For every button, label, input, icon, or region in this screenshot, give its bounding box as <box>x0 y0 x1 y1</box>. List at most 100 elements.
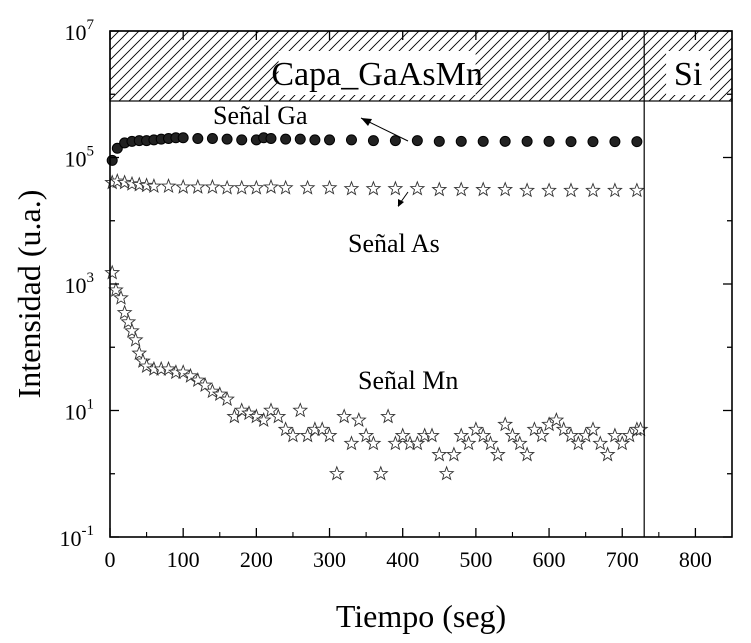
data-point <box>292 402 309 418</box>
data-point <box>236 134 248 146</box>
data-point <box>343 180 360 196</box>
data-point <box>321 179 338 195</box>
annotation-ga: Señal Ga <box>213 101 308 130</box>
data-point <box>467 421 484 437</box>
data-point <box>565 136 577 148</box>
y-tick-exponent: 7 <box>87 17 95 33</box>
data-point <box>263 178 279 194</box>
data-point <box>394 427 411 443</box>
x-tick-label: 800 <box>679 547 712 572</box>
data-point <box>411 135 423 147</box>
x-tick-label: 300 <box>313 547 346 572</box>
data-point <box>120 313 137 329</box>
data-point <box>192 132 204 144</box>
data-point <box>570 435 587 451</box>
data-point <box>127 331 144 347</box>
data-point <box>314 421 331 437</box>
data-point <box>446 446 462 462</box>
data-point <box>433 135 445 147</box>
data-point <box>309 134 321 146</box>
data-point <box>211 386 228 402</box>
data-point <box>526 421 543 437</box>
data-point <box>424 427 440 443</box>
data-point <box>204 383 221 399</box>
x-tick-label: 500 <box>459 547 492 572</box>
data-point <box>367 135 379 147</box>
data-point <box>138 358 155 374</box>
data-point <box>255 412 272 428</box>
x-tick-label: 400 <box>386 547 419 572</box>
data-point <box>197 377 214 393</box>
x-tick-label: 0 <box>105 547 116 572</box>
data-point <box>233 402 250 418</box>
data-point <box>599 446 616 462</box>
annotation-mn: Señal Mn <box>358 366 458 395</box>
data-point <box>519 446 536 462</box>
data-point <box>104 264 121 280</box>
data-point <box>365 435 382 451</box>
y-tick-base: 10 <box>65 400 87 425</box>
data-marks <box>104 132 649 481</box>
y-axis-title: Intensidad (u.a.) <box>11 190 47 399</box>
data-point <box>109 172 126 189</box>
y-tick-label: 10-1 <box>60 523 95 551</box>
labels: Capa_GaAsMn Si 0 100 200 300 400 500 600 700 800 10… <box>11 17 712 634</box>
series-1 <box>104 172 645 198</box>
data-point <box>277 421 294 437</box>
y-tick-base: 10 <box>65 273 87 298</box>
data-point <box>107 281 124 297</box>
data-point <box>372 465 389 481</box>
data-point <box>497 416 514 432</box>
data-point <box>389 135 401 147</box>
data-point <box>206 132 218 144</box>
data-point <box>431 181 448 197</box>
data-point <box>189 372 206 388</box>
data-point <box>563 182 579 198</box>
data-point <box>241 405 257 421</box>
y-tick-label: 107 <box>65 17 95 45</box>
data-point <box>489 446 506 462</box>
region-label-0: Capa_GaAsMn <box>271 56 483 93</box>
data-point <box>248 179 265 195</box>
data-point <box>431 446 448 462</box>
data-point <box>455 135 467 147</box>
data-point <box>519 182 536 198</box>
data-point <box>387 435 404 451</box>
data-point <box>145 177 162 194</box>
data-point <box>285 427 301 443</box>
data-point <box>477 135 489 147</box>
data-point <box>321 427 338 443</box>
data-point <box>175 178 192 194</box>
data-point <box>497 181 514 197</box>
series-0 <box>106 132 643 166</box>
y-tick-label: 101 <box>65 397 95 425</box>
data-point <box>265 132 277 144</box>
data-point <box>350 412 367 428</box>
data-point <box>632 421 649 437</box>
data-point <box>409 180 426 196</box>
data-point <box>328 465 345 481</box>
data-point <box>294 133 306 145</box>
data-point <box>607 427 623 443</box>
data-point <box>233 179 250 195</box>
data-point <box>587 136 599 148</box>
data-point <box>131 345 148 361</box>
data-point <box>124 175 140 191</box>
data-point <box>543 135 555 147</box>
data-point <box>116 304 133 320</box>
y-tick-exponent: 1 <box>87 397 95 413</box>
x-tick-label: 200 <box>240 547 273 572</box>
data-point <box>614 435 631 451</box>
data-point <box>380 408 396 424</box>
data-point <box>521 135 533 147</box>
data-point <box>324 134 336 146</box>
data-point <box>511 435 528 451</box>
data-point <box>219 179 235 195</box>
data-point <box>116 174 133 190</box>
data-point <box>204 178 221 194</box>
y-tick-exponent: 3 <box>87 270 95 286</box>
data-point <box>189 178 206 194</box>
data-point <box>533 427 550 443</box>
data-point <box>631 136 643 148</box>
